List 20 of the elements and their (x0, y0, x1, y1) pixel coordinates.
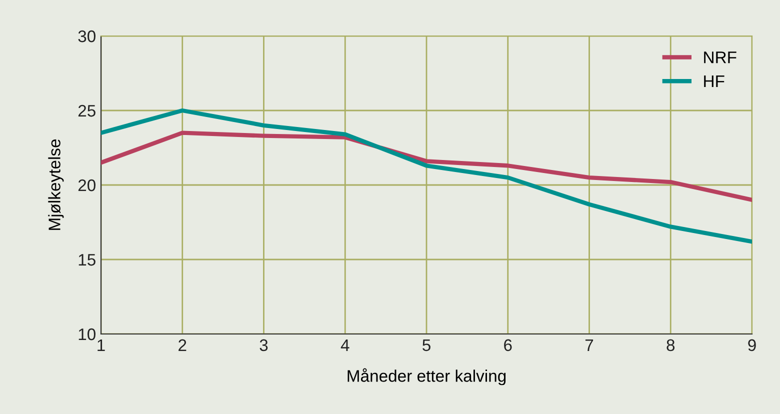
x-tick-label: 5 (422, 339, 430, 352)
y-tick-label: 20 (78, 179, 96, 192)
x-tick-label: 2 (178, 339, 186, 351)
legend-label: NRF (704, 52, 736, 64)
y-axis-title: Mjølkeytelse (48, 139, 64, 230)
x-tick-label: 8 (666, 339, 675, 352)
line-series (101, 108, 752, 244)
x-axis-title: Måneder etter kalving (348, 368, 506, 386)
x-tick-label: 9 (748, 339, 756, 352)
y-tick-label: 30 (78, 30, 96, 42)
legend-label: HF (704, 75, 724, 87)
y-tick-label: 10 (78, 328, 96, 340)
x-tick-label: 3 (260, 339, 268, 352)
line-series (101, 130, 752, 202)
x-tick-label: 6 (504, 339, 512, 352)
x-tick-label: 1 (98, 339, 105, 351)
y-tick-label: 15 (78, 254, 96, 266)
x-tick-label: 7 (585, 339, 594, 351)
x-tick-label: 4 (340, 339, 350, 351)
y-tick-label: 25 (78, 104, 96, 117)
